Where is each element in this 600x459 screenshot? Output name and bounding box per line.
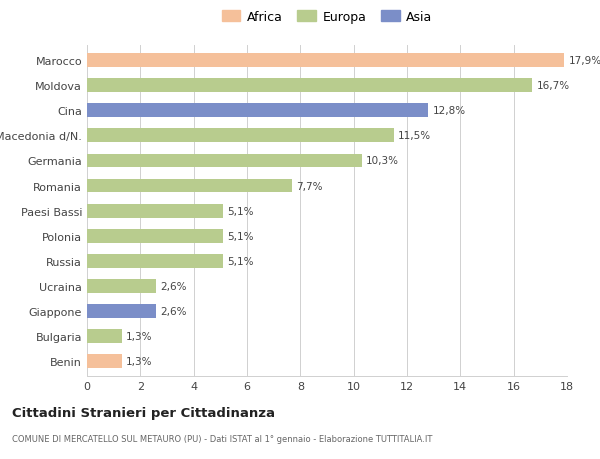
- Bar: [87, 204, 223, 218]
- Bar: [87, 304, 157, 318]
- Bar: [87, 230, 223, 243]
- Bar: [87, 330, 122, 343]
- Text: 10,3%: 10,3%: [365, 156, 398, 166]
- Text: 5,1%: 5,1%: [227, 206, 254, 216]
- Bar: [87, 354, 122, 368]
- Text: 11,5%: 11,5%: [398, 131, 431, 141]
- Bar: [87, 179, 292, 193]
- Text: 17,9%: 17,9%: [568, 56, 600, 66]
- Legend: Africa, Europa, Asia: Africa, Europa, Asia: [219, 8, 435, 27]
- Bar: [87, 129, 394, 143]
- Text: COMUNE DI MERCATELLO SUL METAURO (PU) - Dati ISTAT al 1° gennaio - Elaborazione : COMUNE DI MERCATELLO SUL METAURO (PU) - …: [12, 434, 433, 443]
- Text: 12,8%: 12,8%: [433, 106, 466, 116]
- Bar: [87, 54, 565, 68]
- Bar: [87, 280, 157, 293]
- Text: 1,3%: 1,3%: [125, 331, 152, 341]
- Bar: [87, 154, 362, 168]
- Text: 1,3%: 1,3%: [125, 356, 152, 366]
- Text: 5,1%: 5,1%: [227, 231, 254, 241]
- Bar: [87, 254, 223, 268]
- Text: 2,6%: 2,6%: [160, 281, 187, 291]
- Text: 7,7%: 7,7%: [296, 181, 323, 191]
- Text: 5,1%: 5,1%: [227, 256, 254, 266]
- Bar: [87, 79, 532, 93]
- Text: 2,6%: 2,6%: [160, 306, 187, 316]
- Bar: [87, 104, 428, 118]
- Text: 16,7%: 16,7%: [536, 81, 569, 91]
- Text: Cittadini Stranieri per Cittadinanza: Cittadini Stranieri per Cittadinanza: [12, 406, 275, 419]
